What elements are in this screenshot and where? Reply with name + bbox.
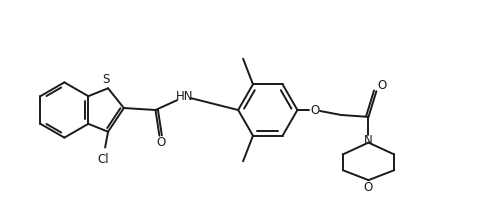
Text: O: O <box>364 181 373 194</box>
Text: Cl: Cl <box>98 153 109 166</box>
Text: O: O <box>310 103 320 117</box>
Text: S: S <box>102 73 110 86</box>
Text: N: N <box>364 134 373 147</box>
Text: O: O <box>378 79 387 92</box>
Text: O: O <box>157 136 166 149</box>
Text: HN: HN <box>176 90 194 103</box>
